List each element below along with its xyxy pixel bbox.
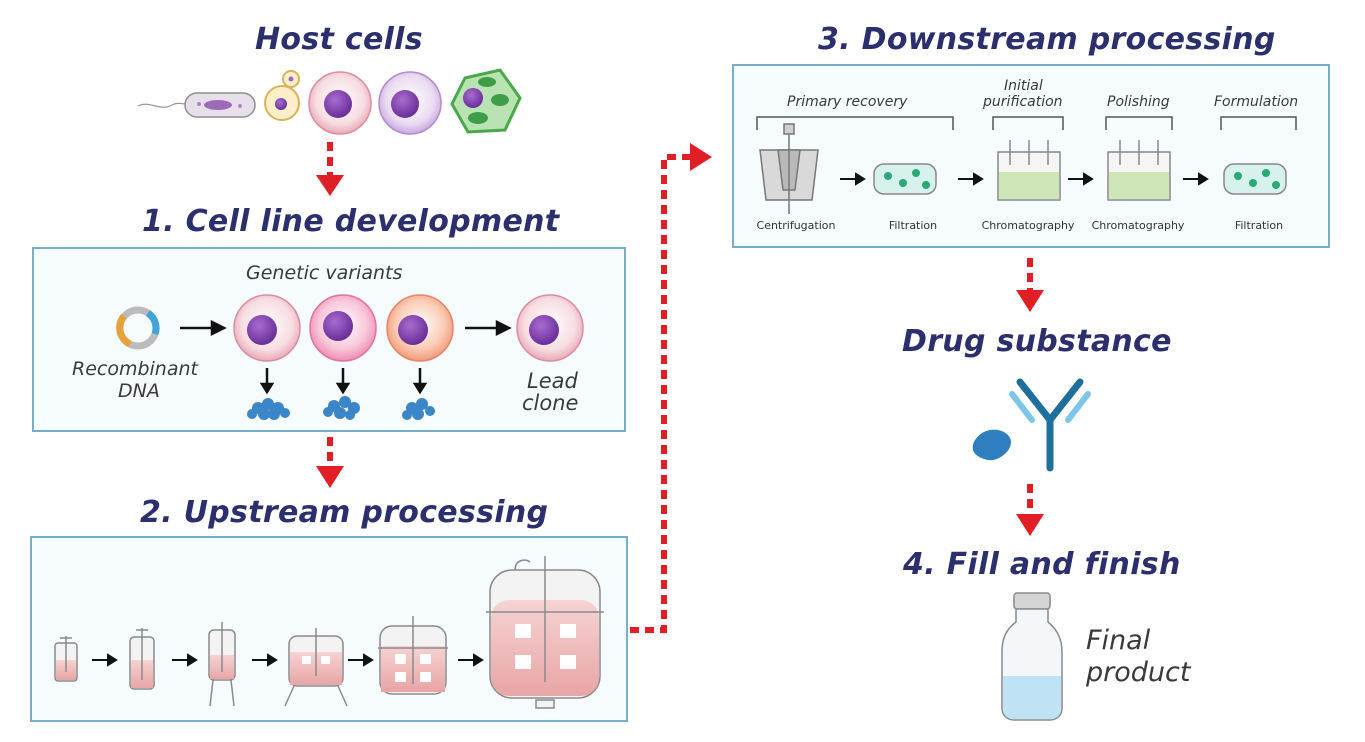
downstream-arrows — [840, 172, 1209, 186]
chromatography-label-1: Chromatography — [981, 219, 1075, 232]
bioreactor-6 — [486, 556, 604, 709]
host-cells-title: Host cells — [255, 22, 423, 57]
upstream-arrows — [92, 653, 484, 667]
filtration-label-2: Filtration — [1234, 219, 1284, 232]
clone-label: clone — [522, 391, 579, 415]
bioreactor-2 — [129, 628, 155, 690]
protein-icons — [247, 396, 435, 420]
drug-substance-title: Drug substance — [902, 324, 1172, 359]
fill-and-finish-title: 4. Fill and finish — [903, 547, 1181, 582]
lead-label: Lead — [527, 369, 578, 393]
antibody-icon — [1009, 378, 1091, 472]
plant-cell-icon — [450, 68, 522, 134]
arrow-head-5 — [1016, 514, 1044, 536]
bioreactor-4 — [284, 628, 348, 707]
variant-cell-1 — [233, 294, 301, 362]
lead-clone-cell — [516, 294, 584, 362]
bioreactor-1 — [54, 636, 78, 682]
filtration-label-1: Filtration — [888, 219, 938, 232]
yeast-icon — [264, 70, 300, 121]
protein-blob-icon — [972, 429, 1011, 461]
plasmid-icon — [116, 306, 160, 350]
mammalian-cell-icon — [308, 71, 372, 135]
formulation-label: Formulation — [1214, 94, 1299, 110]
upstream-processing-title: 2. Upstream processing — [140, 495, 549, 530]
purification-label: purification — [983, 94, 1063, 110]
variant-cell-2 — [309, 294, 377, 362]
vial-icon — [1001, 592, 1063, 721]
black-arrows — [180, 319, 512, 395]
centrifuge-icon — [759, 123, 819, 214]
filtration-icon-1 — [873, 163, 937, 195]
arrow-head-4 — [1016, 290, 1044, 312]
cell-line-development-title: 1. Cell line development — [142, 204, 560, 239]
bacterium-icon — [137, 92, 256, 118]
dna-label: DNA — [118, 380, 160, 402]
arrow-upstream-to-downstream — [630, 154, 690, 633]
downstream-processing-title: 3. Downstream processing — [818, 22, 1276, 57]
bioreactor-5 — [378, 616, 448, 695]
bioreactor-3 — [208, 622, 236, 707]
centrifugation-label: Centrifugation — [756, 219, 836, 232]
arrow-head-2 — [316, 466, 344, 488]
recombinant-label: Recombinant — [72, 358, 198, 380]
filtration-icon-2 — [1223, 163, 1287, 195]
arrow-head-1 — [316, 175, 344, 196]
insect-cell-icon — [378, 71, 442, 135]
chromatography-icon-1 — [997, 140, 1061, 201]
chromatography-icon-2 — [1107, 140, 1171, 201]
initial-label: Initial — [1004, 78, 1043, 94]
chromatography-label-2: Chromatography — [1091, 219, 1185, 232]
arrow-head-3 — [690, 143, 712, 171]
primary-recovery-label: Primary recovery — [787, 94, 908, 110]
product-label: product — [1086, 657, 1191, 688]
genetic-variants-label: Genetic variants — [246, 262, 403, 284]
variant-cell-3 — [386, 294, 454, 362]
polishing-label: Polishing — [1107, 94, 1170, 110]
final-label: Final — [1086, 625, 1151, 656]
stage-brackets — [756, 116, 1297, 130]
